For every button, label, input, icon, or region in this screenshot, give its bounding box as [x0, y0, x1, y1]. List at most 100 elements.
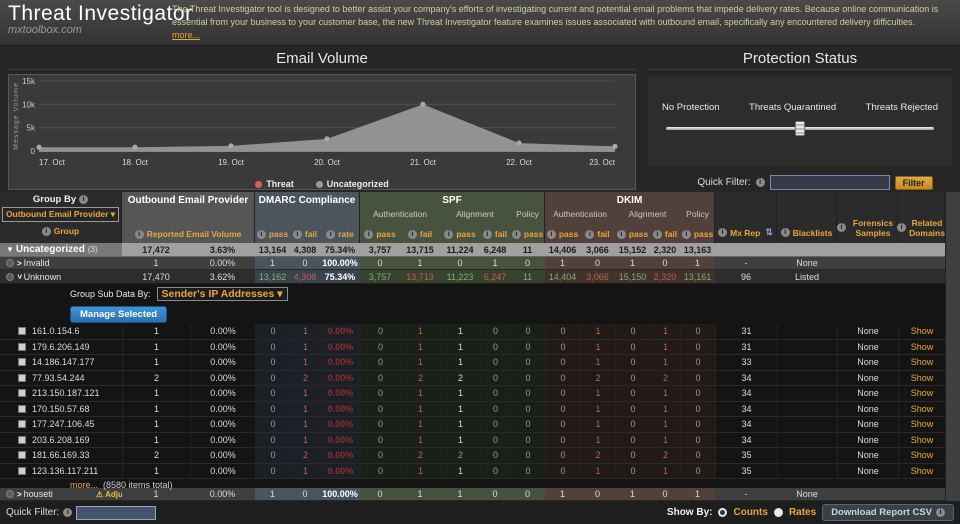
- table-cell: 0: [545, 355, 580, 370]
- show-related-link[interactable]: Show: [898, 432, 945, 447]
- table-cell: 100.00%: [320, 257, 360, 269]
- show-related-link[interactable]: Show: [898, 386, 945, 401]
- table-cell: 1: [400, 386, 440, 401]
- show-related-link[interactable]: Show: [898, 370, 945, 385]
- row-checkbox[interactable]: [18, 466, 26, 475]
- dkim-align-pass-subheader: pass: [628, 229, 649, 239]
- counts-radio[interactable]: [718, 508, 728, 517]
- slider-handle[interactable]: [795, 121, 805, 136]
- ip-rows: 161.0.154.6 1 0.00% 0 1 0.00% 0 1 1 0 0 0 1 0 1 0 31 None…: [0, 324, 960, 479]
- group-label: Unknown: [23, 271, 62, 282]
- show-related-link[interactable]: Show: [898, 324, 945, 339]
- manage-selected-button[interactable]: Manage Selected: [70, 306, 168, 323]
- table-cell: 0: [480, 370, 510, 385]
- rates-label[interactable]: Rates: [788, 507, 817, 518]
- table-cell: 0: [510, 324, 545, 339]
- table-cell: 0: [480, 463, 510, 478]
- download-csv-label: Download Report CSV: [831, 507, 932, 518]
- group-sub-data-dropdown[interactable]: Sender's IP Addresses ▾: [156, 287, 288, 301]
- table-cell: 0: [360, 370, 400, 385]
- table-cell: None: [837, 339, 898, 354]
- table-cell: 0: [510, 370, 545, 385]
- email-volume-chart: 0 5k 10k 15k Message Volume 17. Oct 18. Oct 19.…: [8, 74, 636, 190]
- show-related-link[interactable]: Show: [898, 355, 945, 370]
- table-cell: 2: [400, 448, 440, 463]
- table-cell: 35: [715, 448, 777, 463]
- row-checkbox[interactable]: [18, 373, 26, 382]
- more-link[interactable]: more...: [172, 30, 201, 41]
- more-items-link[interactable]: more...: [70, 480, 99, 490]
- legend-item-uncategorized[interactable]: Uncategorized: [315, 179, 389, 189]
- rates-radio[interactable]: [773, 508, 783, 517]
- ip-group-cell: 14.186.147.177: [0, 355, 122, 370]
- quick-filter-input[interactable]: [769, 175, 890, 190]
- show-related-link[interactable]: Show: [898, 401, 945, 416]
- table-cell: [837, 257, 898, 269]
- table-scrollbar-gutter[interactable]: [945, 192, 960, 501]
- filter-button[interactable]: Filter: [894, 175, 933, 190]
- counts-label[interactable]: Counts: [733, 507, 768, 518]
- show-related-link[interactable]: Show: [898, 448, 945, 463]
- table-cell: 0: [680, 370, 715, 385]
- spf-auth-fail-subheader: fail: [419, 229, 433, 239]
- table-cell: 31: [715, 339, 777, 354]
- row-checkbox[interactable]: [18, 420, 26, 429]
- summary-rows: ▼ Uncategorized (3) 17,472 3.63% 13,164 4,308 7…: [0, 243, 960, 284]
- row-checkbox[interactable]: [18, 358, 26, 367]
- expand-chevron-icon[interactable]: >: [17, 258, 22, 268]
- table-cell: 34: [715, 401, 777, 416]
- table-cell: 1: [153, 489, 159, 499]
- ip-address: 77.93.54.244: [32, 372, 85, 383]
- spf-alignment-label: Alignment: [456, 209, 494, 219]
- table-cell: [715, 243, 777, 256]
- row-checkbox[interactable]: [18, 389, 26, 398]
- info-icon: i: [41, 226, 51, 236]
- group-by-dropdown[interactable]: Outbound Email Provider ▾: [1, 207, 120, 222]
- table-cell: 1: [440, 401, 480, 416]
- table-cell: 0.00%: [320, 339, 360, 354]
- ip-table-row: 179.6.206.149 1 0.00% 0 1 0.00% 0 1 1 0 0 0 1 0 1 0 31 No…: [0, 339, 945, 355]
- table-cell: 0: [510, 401, 545, 416]
- row-checkbox[interactable]: [18, 404, 26, 413]
- sort-icon[interactable]: ⇅: [765, 227, 773, 238]
- info-icon: i: [837, 223, 846, 233]
- table-cell: 0: [360, 386, 400, 401]
- row-checkbox[interactable]: [18, 342, 26, 351]
- table-cell: 1: [580, 339, 615, 354]
- table-cell: 13,162: [255, 270, 290, 283]
- row-checkbox[interactable]: [18, 435, 26, 444]
- footer-quick-filter-input[interactable]: [76, 505, 157, 520]
- show-related-link[interactable]: Show: [898, 463, 945, 478]
- row-checkbox[interactable]: [18, 327, 26, 336]
- ip-group-cell: 177.247.106.45: [0, 417, 122, 432]
- expand-chevron-icon[interactable]: >: [17, 489, 22, 499]
- table-cell: 0: [545, 370, 580, 385]
- table-cell: 0: [510, 355, 545, 370]
- show-related-link[interactable]: Show: [898, 417, 945, 432]
- email-volume-heading: Email Volume: [8, 50, 636, 70]
- protection-slider[interactable]: [666, 121, 934, 137]
- row-checkbox[interactable]: [18, 451, 26, 460]
- table-cell: 2: [290, 370, 320, 385]
- table-cell: 1: [290, 463, 320, 478]
- table-cell: 1: [545, 488, 580, 500]
- table-cell: [837, 243, 898, 256]
- legend-item-threat[interactable]: Threat: [255, 179, 294, 189]
- spf-title: SPF: [442, 195, 462, 206]
- info-icon: i: [407, 229, 417, 239]
- top-header: Threat Investigator mxtoolbox.com The Th…: [0, 0, 960, 46]
- mxrep-header[interactable]: i Mx Rep ⇅: [715, 192, 777, 243]
- download-csv-button[interactable]: Download Report CSV i: [822, 504, 954, 521]
- show-related-link[interactable]: Show: [898, 339, 945, 354]
- collapse-icon[interactable]: ▼: [6, 245, 14, 254]
- table-cell: [837, 488, 898, 500]
- table-cell: None: [837, 417, 898, 432]
- table-cell: 6,247: [480, 270, 510, 283]
- expanded-chevron-icon[interactable]: >: [14, 274, 24, 279]
- table-cell: 2,320: [650, 270, 680, 283]
- table-cell: None: [837, 355, 898, 370]
- table-cell: 1: [255, 257, 290, 269]
- table-cell: 0: [360, 355, 400, 370]
- adjust-warning-badge[interactable]: ⚠ Adjust: [96, 489, 122, 499]
